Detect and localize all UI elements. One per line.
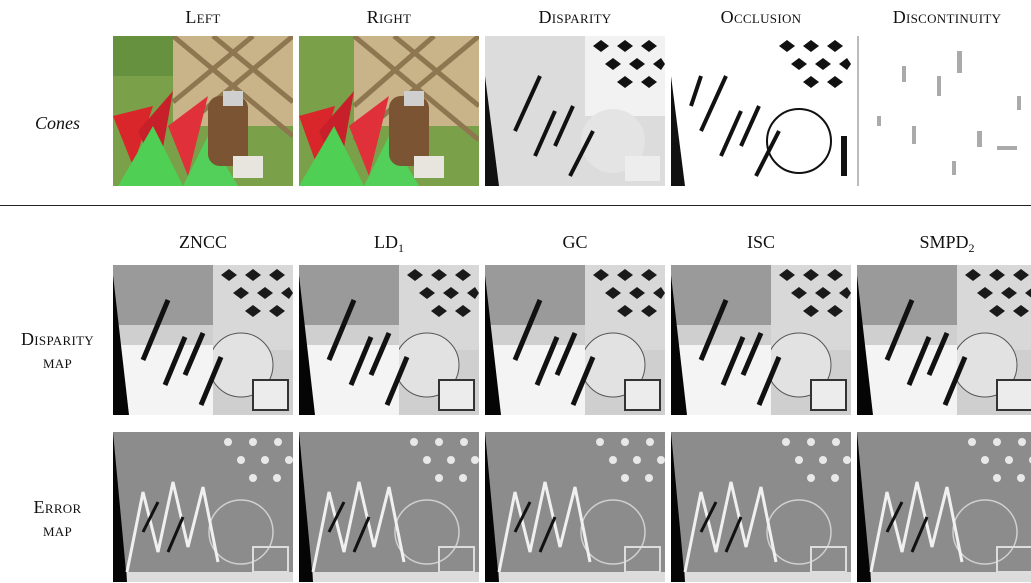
error-map-ld1 xyxy=(299,432,479,582)
disparity-map-isc xyxy=(671,265,851,415)
error-map-isc xyxy=(671,432,851,582)
left-image xyxy=(113,36,293,186)
occlusion-map xyxy=(671,36,851,186)
error-map-gc xyxy=(485,432,665,582)
disparity-map-ld1 xyxy=(299,265,479,415)
disparity-map-zncc xyxy=(113,265,293,415)
discontinuity-map xyxy=(857,36,1031,186)
col-header-left: Left xyxy=(185,7,221,27)
error-map-zncc xyxy=(113,432,293,582)
method-header-gc: GC xyxy=(562,232,588,252)
method-header-smpd2: SMPD2 xyxy=(919,232,975,255)
disparity-map-gc xyxy=(485,265,665,415)
ground-truth-disparity xyxy=(485,36,665,186)
col-header-right: Right xyxy=(366,7,412,27)
col-header-discontinuity: Discontinuity xyxy=(892,7,1002,27)
error-map-smpd2 xyxy=(857,432,1031,582)
method-header-isc: ISC xyxy=(746,232,775,252)
disparity-map-smpd2 xyxy=(857,265,1031,415)
right-image xyxy=(299,36,479,186)
col-header-disparity: Disparity xyxy=(538,7,612,27)
section-divider xyxy=(0,205,1031,206)
col-header-occlusion: Occlusion xyxy=(720,7,802,27)
row-label-error-map: Error map xyxy=(33,497,82,540)
row-label-disparity-map: Disparity map xyxy=(20,329,94,372)
scene-label: Cones xyxy=(35,113,80,133)
method-header-ld1: LD1 xyxy=(374,232,404,255)
method-header-zncc: ZNCC xyxy=(178,232,227,252)
